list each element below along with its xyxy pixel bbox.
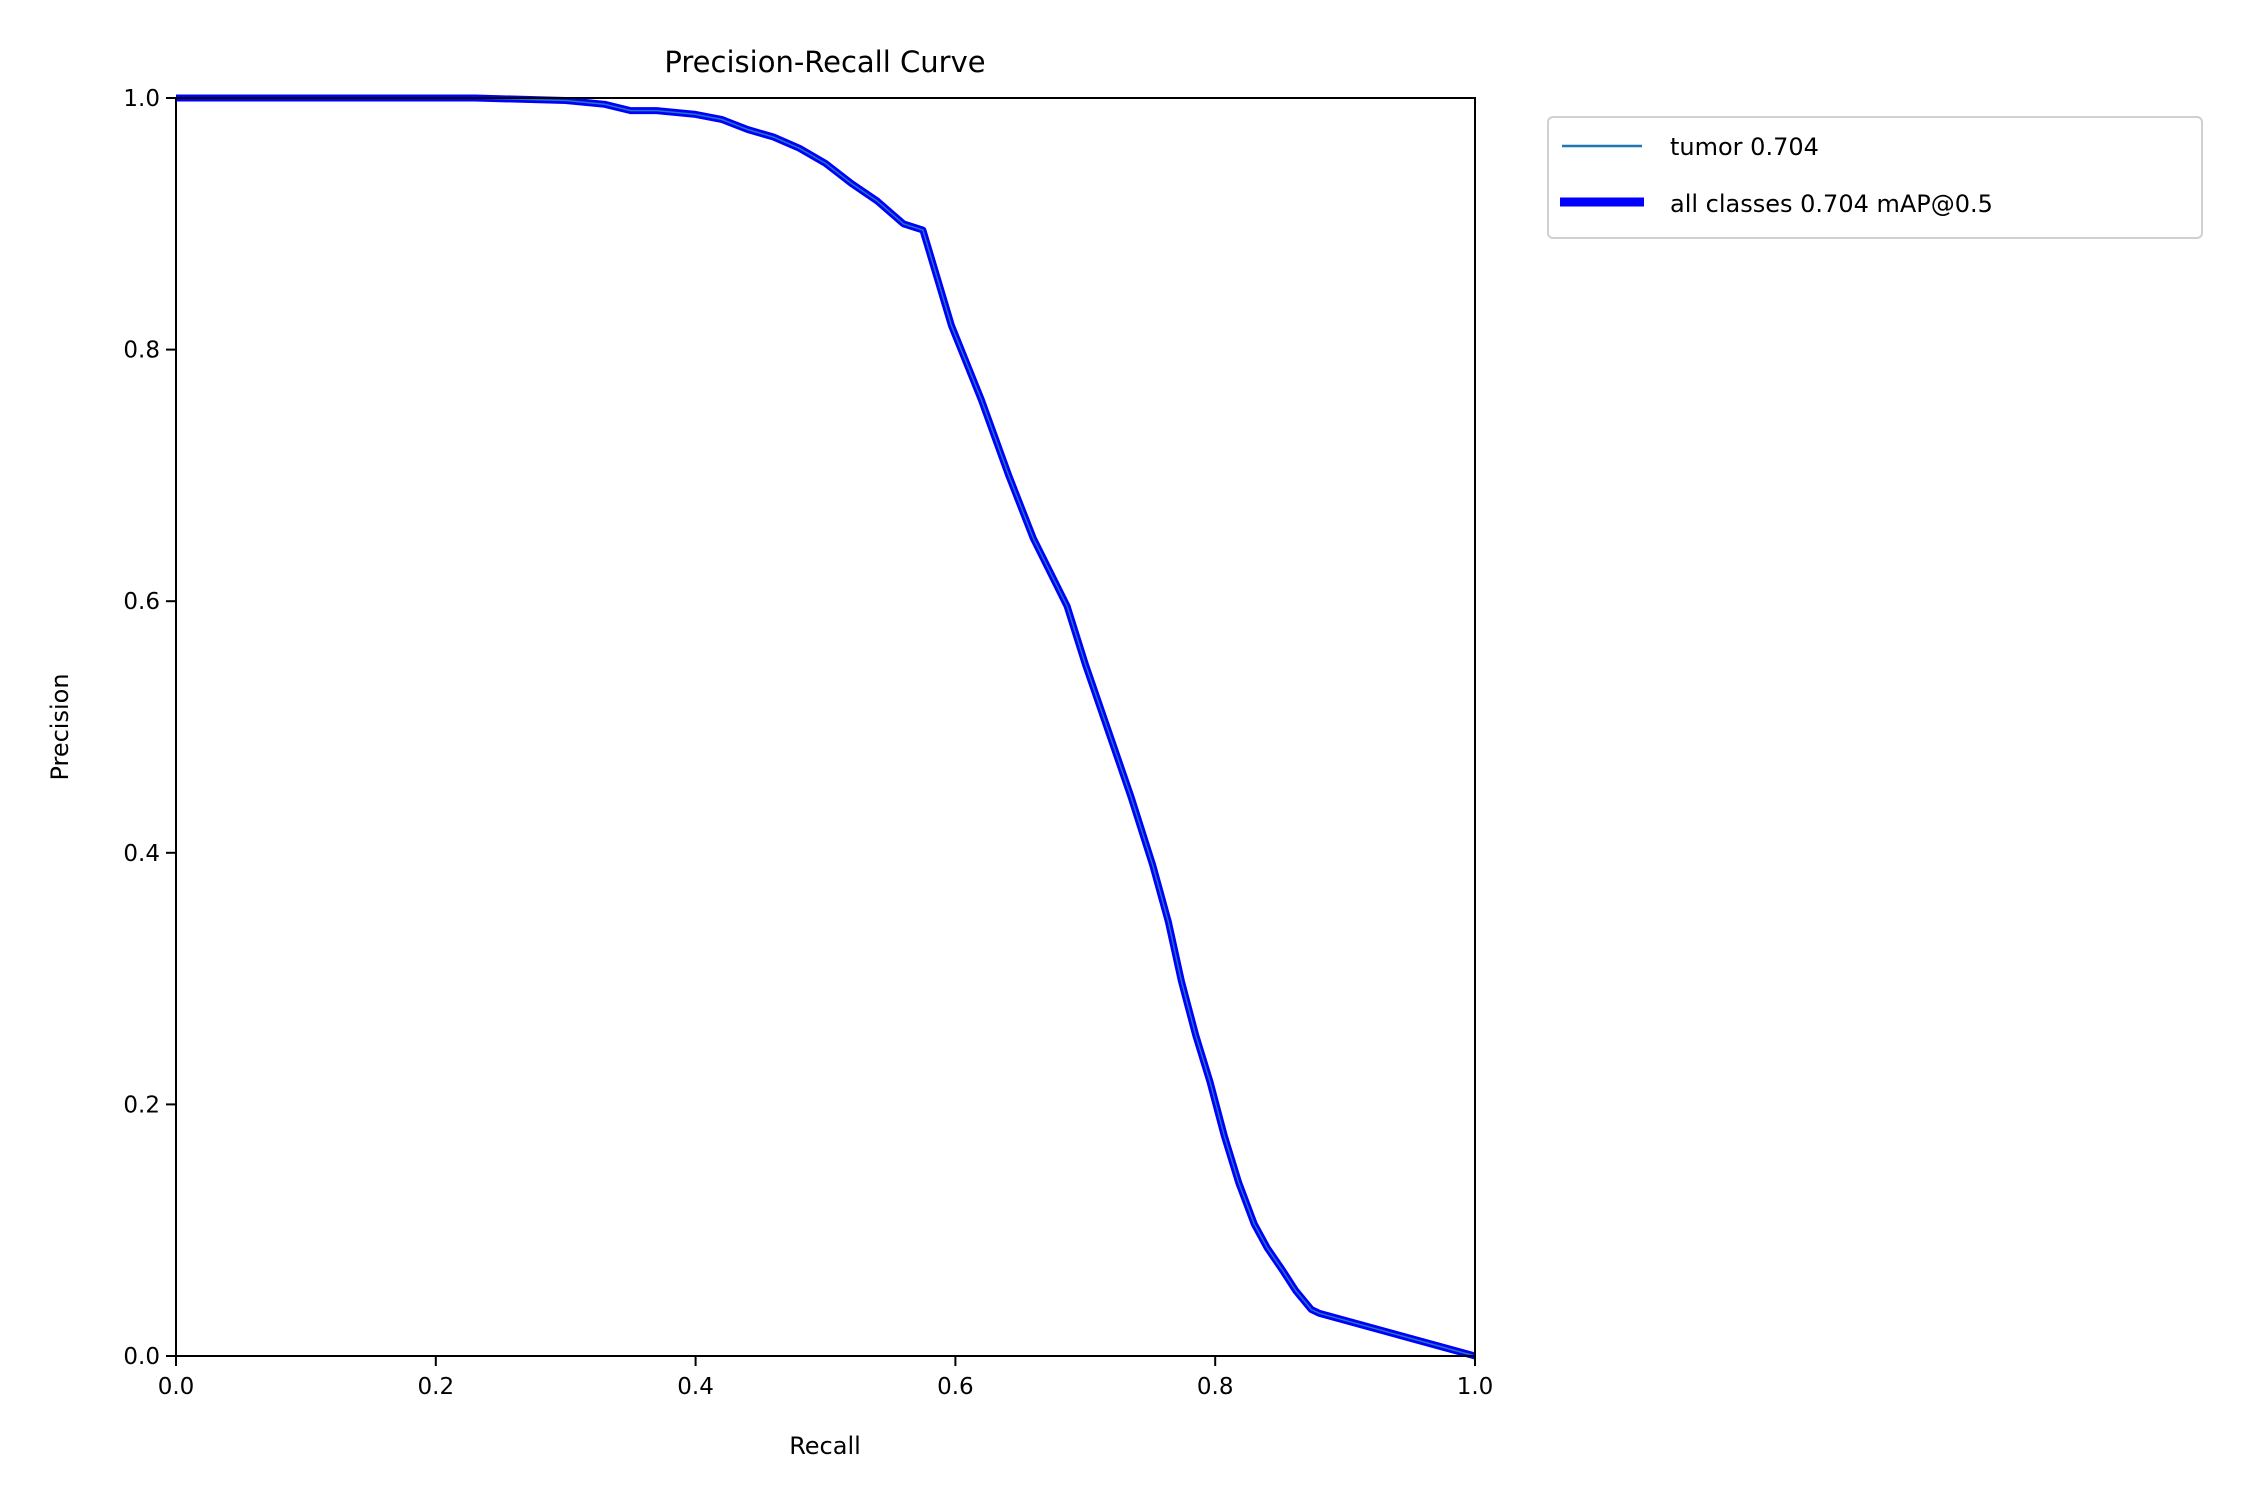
y-tick-label: 0.0	[123, 1344, 160, 1370]
legend: tumor 0.704 all classes 0.704 mAP@0.5	[1547, 116, 2203, 239]
x-tick-label: 0.2	[418, 1374, 455, 1400]
series-tumor-line	[176, 97, 1476, 1357]
y-tick-label: 0.6	[123, 589, 160, 615]
x-tick-label: 0.0	[158, 1374, 195, 1400]
y-tick-label: 0.2	[123, 1092, 160, 1118]
series-all-classes-line	[176, 94, 1476, 1360]
y-axis-label: Precision	[46, 673, 74, 780]
x-tick-label: 1.0	[1457, 1374, 1494, 1400]
chart-title: Precision-Recall Curve	[664, 45, 985, 79]
y-tick-label: 1.0	[123, 86, 160, 112]
plot-frame	[175, 97, 1476, 1357]
x-tick-label: 0.8	[1197, 1374, 1234, 1400]
legend-label-all-classes: all classes 0.704 mAP@0.5	[1670, 190, 1993, 218]
x-axis-label: Recall	[789, 1432, 861, 1460]
x-tick-label: 0.4	[677, 1374, 714, 1400]
y-tick-label: 0.4	[123, 841, 160, 867]
legend-label-tumor: tumor 0.704	[1670, 133, 1819, 161]
legend-box	[1547, 116, 2203, 239]
x-tick-label: 0.6	[937, 1374, 974, 1400]
y-tick-label: 0.8	[123, 338, 160, 364]
